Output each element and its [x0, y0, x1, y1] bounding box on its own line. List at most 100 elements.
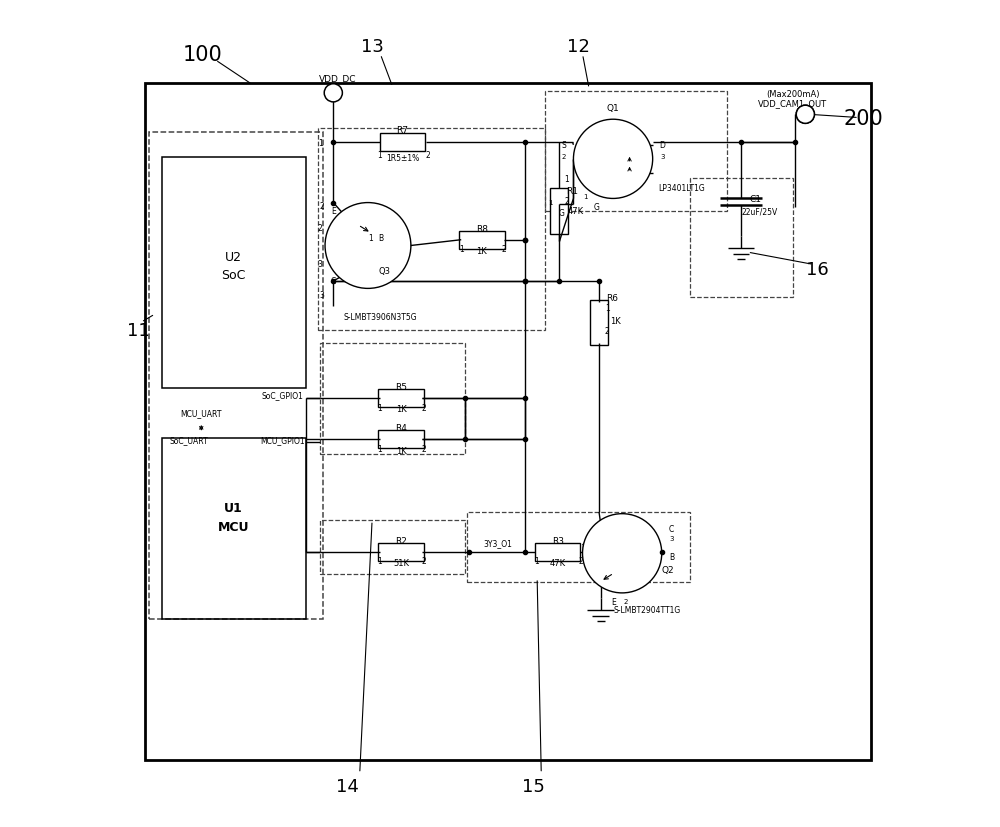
Bar — [162, 158, 306, 389]
Text: R7: R7 — [397, 127, 409, 136]
Text: 11: 11 — [127, 322, 150, 340]
Text: 1: 1 — [548, 199, 553, 205]
Text: 1: 1 — [459, 245, 464, 254]
Text: 2: 2 — [422, 444, 426, 453]
Text: 16: 16 — [806, 261, 829, 278]
Text: 1: 1 — [605, 304, 610, 313]
Text: 1: 1 — [534, 557, 539, 566]
Text: 1: 1 — [564, 175, 569, 184]
Text: 2: 2 — [318, 223, 322, 232]
Bar — [545, 92, 727, 212]
Text: S-LMBT2904TT1G: S-LMBT2904TT1G — [613, 605, 681, 614]
Text: R6: R6 — [606, 294, 618, 303]
Text: 1R5±1%: 1R5±1% — [386, 154, 419, 162]
Text: 1: 1 — [377, 151, 382, 160]
Text: C: C — [331, 276, 336, 285]
Text: R1: R1 — [567, 186, 579, 195]
Bar — [162, 438, 306, 619]
Text: E: E — [331, 207, 336, 216]
Text: SoC: SoC — [221, 269, 246, 281]
Text: MCU_GPIO1: MCU_GPIO1 — [261, 435, 305, 444]
Text: 22uF/25V: 22uF/25V — [742, 207, 778, 216]
Text: 1: 1 — [377, 404, 382, 412]
Text: MCU_UART: MCU_UART — [181, 409, 222, 418]
Text: 1K: 1K — [476, 246, 487, 256]
Text: MCU: MCU — [218, 520, 249, 533]
Circle shape — [325, 203, 411, 289]
Text: SoC_UART: SoC_UART — [170, 435, 209, 444]
Text: R4: R4 — [395, 424, 407, 433]
Text: Q2: Q2 — [661, 566, 674, 575]
Text: G: G — [558, 208, 564, 218]
Text: 14: 14 — [336, 777, 359, 795]
Text: 3: 3 — [318, 260, 323, 269]
Text: R3: R3 — [552, 536, 564, 545]
Text: R5: R5 — [395, 383, 407, 392]
Text: 2: 2 — [564, 196, 569, 205]
Text: D: D — [660, 141, 666, 151]
Text: B: B — [669, 552, 674, 562]
Text: 2: 2 — [578, 557, 583, 566]
Text: 200: 200 — [843, 108, 883, 128]
Text: 12: 12 — [567, 38, 590, 55]
Bar — [378, 390, 424, 408]
Text: 2: 2 — [502, 245, 507, 254]
Circle shape — [796, 106, 814, 124]
Text: 3Y3_O1: 3Y3_O1 — [483, 538, 512, 547]
Text: 3: 3 — [660, 153, 665, 160]
Circle shape — [573, 120, 653, 199]
Bar — [535, 543, 580, 561]
Bar — [149, 133, 323, 619]
Text: 51K: 51K — [393, 558, 409, 567]
Text: U2: U2 — [225, 251, 242, 263]
Text: 2: 2 — [605, 327, 610, 336]
Text: 1K: 1K — [396, 405, 406, 414]
Bar — [320, 521, 465, 574]
Text: S: S — [561, 141, 566, 151]
Text: 1: 1 — [319, 139, 323, 148]
Text: 47K: 47K — [550, 558, 566, 567]
Circle shape — [583, 514, 662, 593]
Text: (Max200mA): (Max200mA) — [766, 90, 820, 99]
Text: 2: 2 — [561, 153, 566, 160]
Bar — [320, 343, 465, 455]
Circle shape — [796, 106, 814, 124]
Text: VDD_DC: VDD_DC — [319, 74, 356, 84]
Bar — [690, 179, 793, 298]
Text: E: E — [612, 597, 616, 606]
Bar — [590, 300, 608, 346]
Text: 1: 1 — [377, 444, 382, 453]
Text: 2: 2 — [422, 404, 426, 412]
Text: U1: U1 — [224, 502, 243, 514]
Text: 47K: 47K — [568, 207, 584, 216]
Text: 1: 1 — [377, 557, 382, 566]
Bar — [145, 84, 871, 760]
Text: 3: 3 — [669, 536, 674, 542]
Text: 13: 13 — [361, 38, 384, 55]
Bar — [380, 134, 425, 152]
Text: 3: 3 — [319, 291, 324, 300]
Text: VDD_CAM1_OUT: VDD_CAM1_OUT — [758, 99, 828, 108]
Text: 1: 1 — [584, 194, 588, 200]
Bar — [459, 232, 505, 250]
Bar — [467, 513, 690, 582]
Text: SoC_GPIO1: SoC_GPIO1 — [262, 391, 304, 400]
Text: C1: C1 — [750, 194, 762, 203]
Text: LP3401LT1G: LP3401LT1G — [658, 184, 705, 193]
Bar — [318, 129, 545, 331]
Text: 1K: 1K — [396, 446, 406, 455]
Text: R2: R2 — [395, 536, 407, 545]
Text: 2: 2 — [319, 201, 324, 210]
Text: Q1: Q1 — [607, 104, 619, 113]
Text: 15: 15 — [522, 777, 544, 795]
Text: B: B — [378, 233, 383, 242]
Text: Q3: Q3 — [378, 266, 390, 275]
Text: 2: 2 — [623, 599, 628, 605]
Text: C: C — [669, 524, 674, 533]
Text: 100: 100 — [183, 45, 223, 65]
Text: 1: 1 — [368, 233, 373, 242]
Text: G: G — [594, 203, 599, 212]
Bar — [550, 189, 568, 234]
Circle shape — [324, 84, 342, 103]
Text: 2: 2 — [422, 557, 426, 566]
